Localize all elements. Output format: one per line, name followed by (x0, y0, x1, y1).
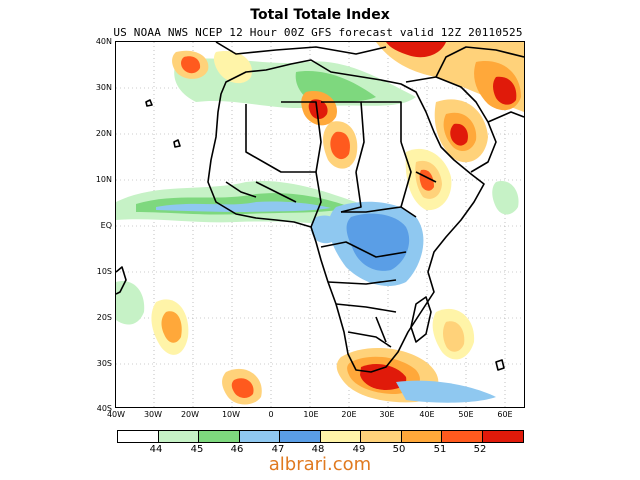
lon-label-20w: 20W (180, 410, 200, 419)
color-scale-label-52: 52 (473, 444, 487, 455)
lon-label-60e: 60E (497, 410, 513, 419)
map-subtitle: US NOAA NWS NCEP 12 Hour 00Z GFS forecas… (113, 26, 523, 39)
color-scale-swatch (482, 431, 523, 442)
country-borders (116, 42, 524, 373)
lon-label-20e: 20E (341, 410, 357, 419)
color-scale-label-44: 44 (149, 444, 163, 455)
lon-label-40e: 40E (419, 410, 435, 419)
color-scale-label-48: 48 (311, 444, 325, 455)
lon-label-10w: 10W (221, 410, 241, 419)
lon-label-50e: 50E (458, 410, 474, 419)
color-scale-swatch (199, 431, 240, 442)
lat-label-30s: 30S (96, 359, 112, 368)
lat-label-20s: 20S (96, 313, 112, 322)
lat-label-10n: 10N (95, 175, 112, 184)
color-scale-label-47: 47 (271, 444, 285, 455)
lat-label-40s: 40S (96, 404, 112, 413)
color-scale-label-51: 51 (433, 444, 447, 455)
lat-label-eq: EQ (100, 221, 112, 230)
lon-label-0: 0 (268, 410, 274, 419)
color-scale-label-49: 49 (352, 444, 366, 455)
color-scale-label-50: 50 (392, 444, 406, 455)
lat-label-40n: 40N (95, 37, 112, 46)
map-panel (115, 41, 525, 408)
color-scale-label-45: 45 (190, 444, 204, 455)
color-scale-label-46: 46 (230, 444, 244, 455)
map-title: Total Totale Index (250, 7, 390, 23)
color-scale-swatch (320, 431, 361, 442)
index-field (116, 42, 524, 405)
color-scale-swatch (361, 431, 402, 442)
color-scale-swatch (442, 431, 483, 442)
color-scale-swatch (158, 431, 199, 442)
lon-label-10e: 10E (303, 410, 319, 419)
color-scale-bar (117, 430, 524, 443)
lon-label-30w: 30W (143, 410, 163, 419)
lon-label-30e: 30E (379, 410, 395, 419)
color-scale-swatch (239, 431, 280, 442)
color-scale-swatch (280, 431, 321, 442)
watermark: albrari.com (268, 454, 372, 475)
lat-label-10s: 10S (96, 267, 112, 276)
lat-label-30n: 30N (95, 83, 112, 92)
lat-label-20n: 20N (95, 129, 112, 138)
color-scale-swatch (118, 431, 159, 442)
lon-label-40w: 40W (106, 410, 126, 419)
color-scale-swatch (401, 431, 442, 442)
